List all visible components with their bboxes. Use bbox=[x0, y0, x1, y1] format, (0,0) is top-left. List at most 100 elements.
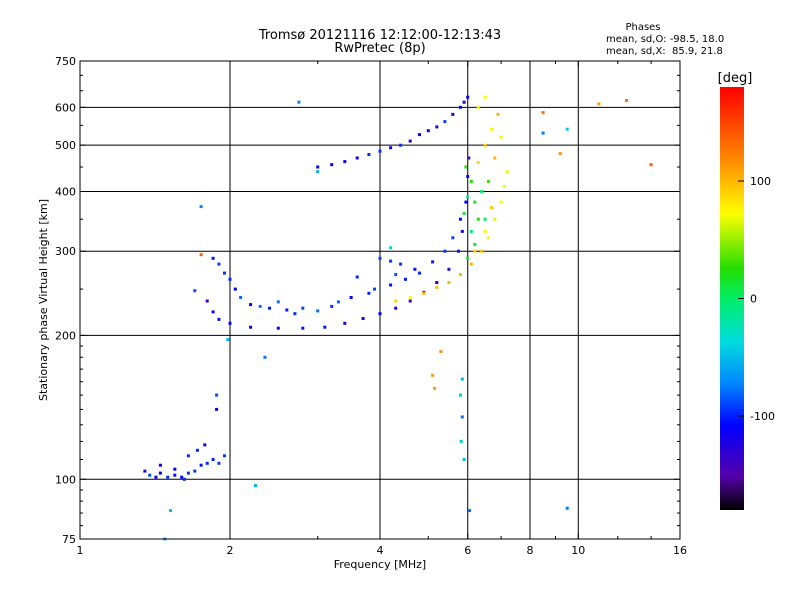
echo-point bbox=[467, 156, 471, 160]
echo-point bbox=[418, 133, 421, 137]
echo-point bbox=[394, 273, 398, 277]
echo-point bbox=[468, 509, 471, 513]
echo-point bbox=[186, 454, 190, 458]
echo-point bbox=[431, 260, 435, 264]
echo-point bbox=[154, 475, 158, 479]
echo-point bbox=[460, 229, 464, 233]
echo-point bbox=[173, 467, 177, 471]
echo-point bbox=[226, 338, 230, 342]
x-tick-label: 8 bbox=[527, 544, 534, 557]
echo-point bbox=[367, 153, 371, 156]
echo-point bbox=[193, 469, 197, 473]
echo-point bbox=[496, 112, 500, 116]
echo-point bbox=[330, 304, 334, 308]
echo-point bbox=[199, 205, 203, 209]
x-tick-label: 4 bbox=[377, 544, 384, 557]
echo-point bbox=[143, 469, 147, 473]
echo-point bbox=[217, 461, 221, 465]
echo-point bbox=[443, 120, 447, 124]
echo-point bbox=[433, 386, 437, 390]
echo-point bbox=[464, 165, 468, 169]
echo-point bbox=[649, 163, 653, 167]
echo-point bbox=[223, 271, 226, 275]
echo-point bbox=[597, 102, 601, 106]
echo-point bbox=[451, 236, 455, 240]
echo-point bbox=[205, 299, 209, 303]
echo-point bbox=[462, 458, 466, 461]
echo-point bbox=[422, 291, 426, 295]
echo-point bbox=[301, 306, 305, 310]
echo-point bbox=[469, 229, 473, 233]
echo-point bbox=[205, 461, 209, 465]
echo-point bbox=[301, 326, 305, 330]
echo-point bbox=[565, 127, 569, 131]
echo-point bbox=[439, 350, 443, 354]
echo-point bbox=[223, 454, 226, 458]
echo-point bbox=[323, 325, 327, 329]
y-tick-label: 750 bbox=[55, 55, 76, 68]
echo-point bbox=[469, 179, 473, 183]
y-axis: 75 100 200 300 400 500 600 750 bbox=[55, 55, 680, 546]
y-tick-label: 300 bbox=[55, 245, 76, 258]
echo-point bbox=[258, 304, 262, 308]
echo-point bbox=[254, 484, 257, 488]
echo-point bbox=[493, 156, 497, 160]
echo-point bbox=[228, 321, 232, 325]
echo-point bbox=[486, 236, 490, 240]
echo-point bbox=[180, 475, 184, 479]
echo-point bbox=[451, 112, 455, 116]
y-tick-label: 600 bbox=[55, 101, 76, 114]
echo-point bbox=[316, 309, 320, 313]
echo-point bbox=[389, 283, 393, 287]
x-tick-label: 10 bbox=[571, 544, 585, 557]
echo-point bbox=[399, 143, 403, 147]
echo-point bbox=[459, 439, 463, 443]
echo-point bbox=[239, 296, 243, 299]
echo-point bbox=[389, 146, 393, 150]
echo-point bbox=[336, 300, 340, 304]
echo-point bbox=[480, 190, 484, 193]
echo-point bbox=[431, 373, 435, 377]
echo-point bbox=[182, 477, 186, 481]
echo-point bbox=[378, 149, 382, 153]
colorbar-label: [deg] bbox=[718, 71, 753, 86]
y-axis-label: Stationary phase Virtual Height [km] bbox=[37, 199, 50, 401]
y-tick-label: 400 bbox=[55, 185, 76, 198]
colorbar-ticks: 100 0 -100 bbox=[738, 175, 775, 423]
x-tick-label: 2 bbox=[227, 544, 234, 557]
echo-point bbox=[293, 312, 297, 316]
echo-point bbox=[158, 463, 162, 467]
echo-point bbox=[558, 152, 562, 156]
echo-point bbox=[460, 415, 464, 419]
echo-point bbox=[404, 277, 407, 281]
echo-point bbox=[408, 139, 412, 143]
chart-title: Tromsø 20121116 12:12:00-12:13:43 bbox=[258, 28, 501, 43]
echo-point bbox=[483, 217, 487, 221]
echo-point bbox=[435, 125, 439, 129]
echo-point bbox=[458, 105, 462, 109]
echo-point bbox=[268, 306, 271, 310]
echo-point bbox=[378, 256, 382, 260]
grid-lines bbox=[80, 61, 680, 539]
echo-point bbox=[158, 471, 162, 475]
echo-point bbox=[541, 111, 545, 115]
echo-point bbox=[473, 249, 477, 253]
echo-point bbox=[367, 291, 371, 295]
echo-point bbox=[464, 200, 468, 204]
echo-point bbox=[413, 267, 417, 271]
echo-point bbox=[217, 262, 221, 266]
echo-point bbox=[276, 300, 280, 304]
echo-point bbox=[493, 217, 497, 221]
echo-point bbox=[217, 317, 221, 321]
echo-point bbox=[199, 463, 203, 467]
stats-o-mode: mean, sd,O: -98.5, 18.0 bbox=[606, 34, 724, 45]
stats-x-mode: mean, sd,X: 85.9, 21.8 bbox=[606, 46, 723, 57]
echo-point bbox=[249, 325, 253, 329]
echo-point bbox=[330, 163, 334, 167]
echo-point bbox=[458, 393, 462, 397]
echo-point bbox=[355, 156, 359, 160]
echo-point bbox=[466, 256, 470, 260]
echo-point bbox=[148, 473, 152, 477]
echo-point bbox=[490, 206, 494, 210]
echo-point bbox=[199, 253, 203, 257]
